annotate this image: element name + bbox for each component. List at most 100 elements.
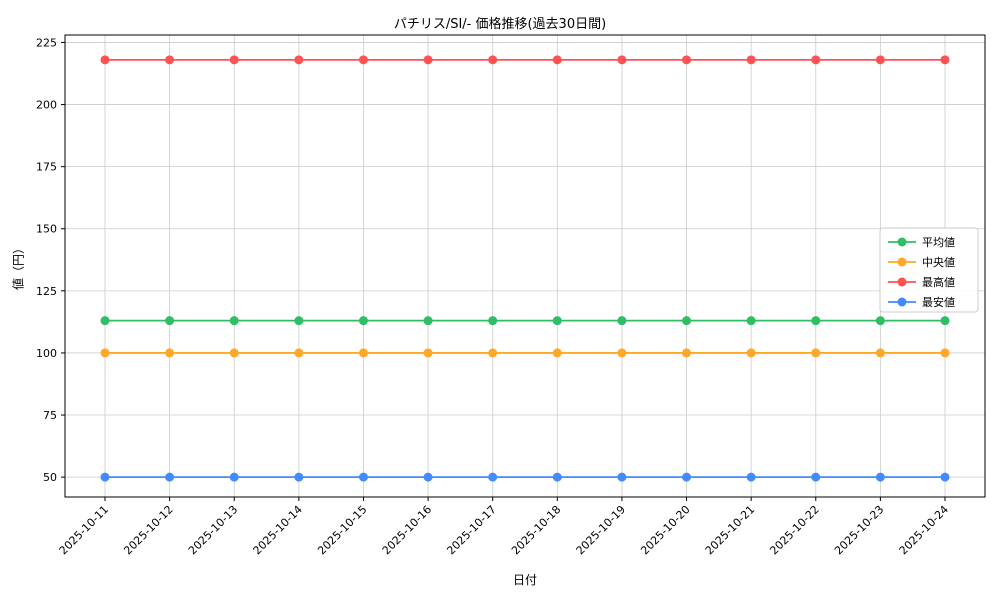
data-point: [423, 55, 433, 65]
plot-border: [64, 34, 986, 498]
data-point: [746, 316, 756, 326]
x-tick-label: 2025-10-12: [121, 503, 175, 557]
data-point: [165, 348, 175, 358]
data-point: [552, 348, 562, 358]
y-tick-label: 175: [36, 161, 57, 174]
data-point: [229, 55, 239, 65]
data-point: [940, 348, 950, 358]
legend-label-average: 平均値: [922, 236, 955, 249]
data-point: [682, 316, 692, 326]
data-point: [552, 316, 562, 326]
data-point: [811, 55, 821, 65]
y-tick-label: 150: [36, 223, 57, 236]
y-tick-label: 125: [36, 285, 57, 298]
data-point: [875, 472, 885, 482]
x-axis-ticks: 2025-10-11 2025-10-12 2025-10-13 2025-10-14…: [57, 497, 951, 557]
x-tick-label: 2025-10-14: [251, 503, 305, 557]
data-point: [488, 348, 498, 358]
data-point: [165, 316, 175, 326]
grid-lines: [65, 35, 985, 497]
data-point: [165, 472, 175, 482]
data-point: [294, 472, 304, 482]
x-tick-label: 2025-10-15: [315, 503, 369, 557]
data-point: [811, 316, 821, 326]
data-point: [746, 348, 756, 358]
x-tick-label: 2025-10-20: [638, 503, 692, 557]
data-point: [488, 55, 498, 65]
x-tick-label: 2025-10-17: [444, 503, 498, 557]
data-point: [358, 348, 368, 358]
data-point: [811, 348, 821, 358]
data-point: [229, 348, 239, 358]
chart-title: パチリス/SI/- 価格推移(過去30日間): [393, 17, 607, 32]
x-tick-label: 2025-10-19: [574, 503, 628, 557]
x-tick-label: 2025-10-24: [897, 503, 951, 557]
y-axis-label: 値（円）: [11, 241, 26, 291]
data-point: [229, 316, 239, 326]
data-point: [682, 55, 692, 65]
data-point: [294, 348, 304, 358]
y-tick-label: 200: [36, 99, 57, 112]
data-point: [488, 316, 498, 326]
data-point: [294, 316, 304, 326]
legend-box: [879, 227, 979, 313]
x-tick-label: 2025-10-18: [509, 503, 563, 557]
data-point: [294, 55, 304, 65]
data-point: [746, 472, 756, 482]
series-median: [100, 348, 950, 358]
data-point: [811, 472, 821, 482]
x-tick-label: 2025-10-21: [703, 503, 757, 557]
data-point: [423, 316, 433, 326]
data-point: [746, 55, 756, 65]
y-tick-label: 50: [43, 471, 57, 484]
data-point: [617, 472, 627, 482]
data-point: [423, 472, 433, 482]
data-point: [488, 472, 498, 482]
data-point: [552, 55, 562, 65]
data-point: [100, 316, 110, 326]
x-tick-label: 2025-10-13: [186, 503, 240, 557]
legend-label-lowest: 最安値: [922, 295, 955, 309]
data-point: [940, 316, 950, 326]
data-point: [100, 472, 110, 482]
x-tick-label: 2025-10-16: [380, 503, 434, 557]
legend-marker: [897, 297, 907, 307]
legend-marker: [897, 257, 907, 267]
series-lowest: [100, 472, 950, 482]
data-point: [617, 316, 627, 326]
data-point: [552, 472, 562, 482]
data-point: [682, 348, 692, 358]
legend-marker: [897, 277, 907, 287]
legend-label-median: 中央値: [922, 256, 955, 269]
data-point: [358, 55, 368, 65]
x-tick-label: 2025-10-22: [767, 503, 821, 557]
y-tick-label: 75: [43, 409, 57, 422]
data-point: [358, 472, 368, 482]
x-tick-label: 2025-10-23: [832, 503, 886, 557]
series-average: [100, 316, 950, 326]
data-point: [229, 472, 239, 482]
y-tick-label: 100: [36, 347, 57, 360]
data-point: [617, 348, 627, 358]
data-point: [100, 348, 110, 358]
data-point: [875, 316, 885, 326]
data-point: [165, 55, 175, 65]
legend-label-highest: 最高値: [922, 275, 955, 289]
data-point: [682, 472, 692, 482]
data-point: [358, 316, 368, 326]
series-highest: [100, 55, 950, 65]
data-point: [875, 55, 885, 65]
x-tick-label: 2025-10-11: [57, 503, 111, 557]
data-point: [940, 472, 950, 482]
data-point: [617, 55, 627, 65]
data-point: [423, 348, 433, 358]
data-point: [940, 55, 950, 65]
data-point: [875, 348, 885, 358]
legend-marker: [897, 237, 907, 247]
y-axis-ticks: 50 75 100 125 150 175 200 225: [36, 36, 65, 484]
y-tick-label: 225: [36, 36, 57, 49]
data-point: [100, 55, 110, 65]
